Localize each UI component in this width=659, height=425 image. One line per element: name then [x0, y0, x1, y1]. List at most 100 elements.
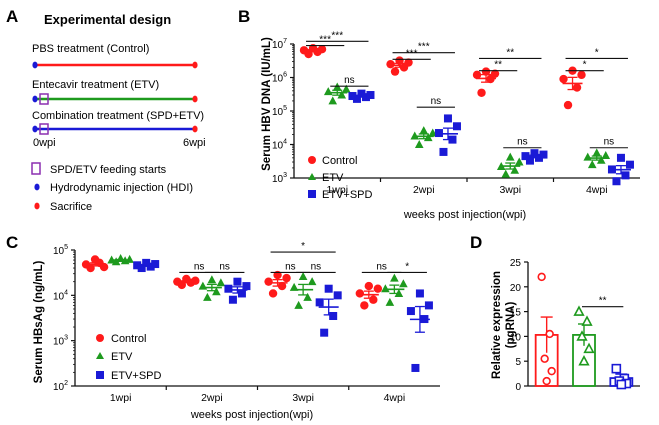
control-point	[390, 67, 400, 76]
feeding-box-etv	[39, 93, 49, 105]
etv-point	[414, 140, 424, 148]
etv-point	[601, 150, 611, 159]
control-point	[490, 69, 500, 78]
significance-label: ***	[406, 48, 418, 59]
y-tick-label: 102	[53, 380, 68, 393]
significance-label: ns	[311, 261, 322, 272]
etv-point	[337, 90, 347, 99]
significance-label: ns	[344, 75, 355, 86]
significance-label: ns	[376, 261, 387, 272]
legend-label-control: Control	[322, 155, 357, 167]
y-tick-label: 25	[510, 258, 522, 269]
etv-point	[385, 297, 395, 306]
etv-spd-point	[320, 328, 329, 337]
etv-point	[587, 160, 597, 169]
y-tick-label: 103	[272, 172, 287, 185]
etv-point	[592, 148, 602, 157]
y-tick-label: 105	[53, 244, 68, 257]
timeline-label-control: PBS treatment (Control)	[32, 43, 149, 55]
x-tick-label: 1wpi	[326, 184, 348, 196]
etv-point	[399, 279, 408, 288]
etv-spd-point	[443, 114, 452, 123]
significance-label: *	[595, 47, 599, 58]
panel-d-ylabel-line2: (pgRNA)	[505, 302, 517, 349]
etv-spd-point	[352, 94, 361, 103]
panel-d-ylabel-line1: Relative expression	[491, 271, 503, 379]
etv-spd-point	[621, 171, 630, 180]
etv-spd-point	[151, 260, 160, 269]
x-tick-label: 3wpi	[292, 392, 314, 404]
etv-spd-point	[242, 282, 251, 291]
etv-spd-point	[142, 258, 151, 267]
etv-point	[390, 273, 399, 282]
etv-point	[294, 300, 303, 309]
control-point	[282, 273, 291, 283]
etv-spd-point	[415, 289, 424, 298]
etv-point	[207, 275, 217, 284]
etv-point	[510, 165, 520, 174]
etv-point	[203, 292, 212, 301]
etv-point	[514, 157, 524, 166]
etv-point	[381, 284, 390, 293]
etv-point	[410, 131, 420, 140]
etv-spd-point	[406, 307, 415, 316]
sacrifice-dot-control	[192, 61, 198, 69]
etv-spd-point	[452, 122, 461, 131]
hdi-dot-control	[32, 61, 38, 69]
panel-a: A Experimental design PBS treatment (Con…	[6, 7, 206, 213]
x-tick-label: 3wpi	[499, 184, 521, 196]
etv-point	[198, 281, 208, 290]
x-tick-label: 2wpi	[201, 392, 223, 404]
sacrifice-dot-combination	[192, 125, 198, 133]
hdi-dot-combination	[32, 125, 38, 133]
panel-d-plot: 0 5 10 15 20 25 **	[510, 258, 640, 393]
significance-label: **	[494, 60, 502, 71]
legend-hdi-dot	[34, 183, 40, 191]
time-label-start: 0wpi	[33, 137, 56, 149]
significance-label: ns	[194, 261, 205, 272]
x-tick-label: 4wpi	[384, 392, 406, 404]
etv-spd-point	[315, 298, 324, 307]
etv-point	[581, 315, 593, 326]
timeline-label-etv: Entecavir treatment (ETV)	[32, 79, 159, 91]
control-point	[373, 284, 383, 293]
x-tick-label: 2wpi	[413, 184, 435, 196]
control-point	[547, 366, 556, 376]
legend-feeding-label: SPD/ETV feeding starts	[50, 164, 167, 176]
control-point	[472, 70, 482, 80]
y-tick-label: 10	[510, 332, 522, 343]
legend-label-control: Control	[111, 333, 146, 345]
panel-c: C Serum HBsAg (ng/mL) 102 103 104 105 1wpi 2w…	[6, 233, 440, 421]
control-point	[268, 289, 278, 298]
etv-spd-point	[329, 312, 338, 321]
timeline-label-combination: Combination treatment (SPD+ETV)	[32, 110, 204, 122]
significance-label: ns	[431, 96, 442, 107]
control-point	[572, 83, 582, 92]
control-point	[559, 74, 568, 84]
legend-hdi-label: Hydrodynamic injection (HDI)	[50, 182, 193, 194]
etv-spd-point	[530, 149, 539, 158]
etv-spd-point	[539, 150, 548, 159]
etv-point	[328, 96, 338, 105]
y-tick-label: 106	[272, 72, 287, 85]
etv-point	[303, 292, 312, 301]
control-point	[360, 301, 369, 310]
control-point	[364, 281, 374, 291]
y-tick-label: 105	[272, 105, 287, 118]
control-point	[540, 354, 549, 363]
x-tick-label: 4wpi	[586, 184, 608, 196]
etv-spd-point	[424, 301, 433, 310]
etv-point	[576, 330, 588, 341]
y-tick-label: 0	[515, 382, 521, 393]
etv-spd-point	[525, 156, 534, 165]
etv-spd-point	[224, 284, 233, 293]
legend-marker-etv	[96, 352, 104, 359]
significance-label: ns	[219, 261, 230, 272]
etv-point	[505, 152, 515, 161]
control-point	[537, 272, 546, 282]
etv-point	[298, 272, 308, 281]
etv-point	[289, 282, 299, 291]
control-point	[477, 88, 486, 97]
legend-label-etv-spd: ETV+SPD	[111, 370, 161, 382]
